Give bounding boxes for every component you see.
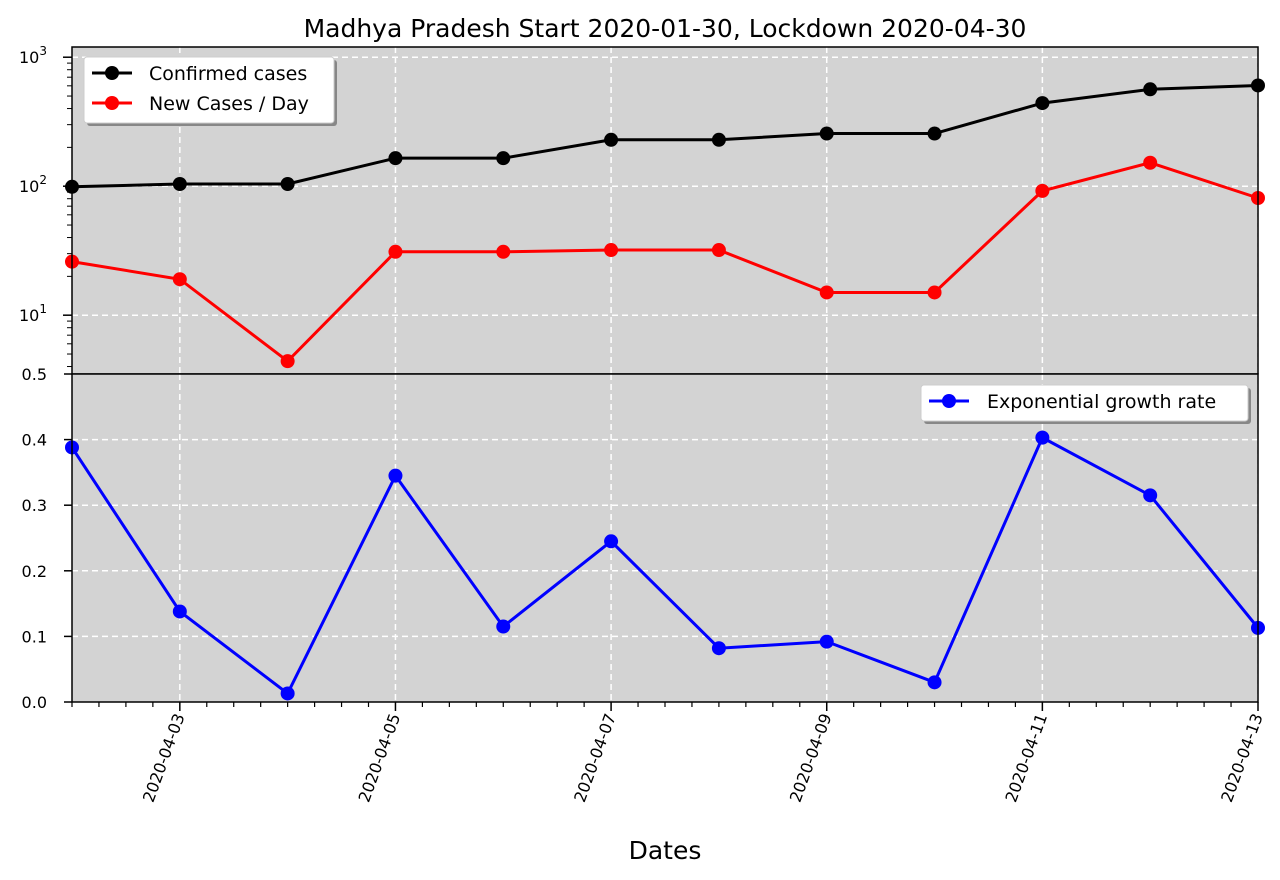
- x-tick-label: 2020-04-05: [355, 711, 405, 805]
- series-1-point: [280, 354, 295, 369]
- series-1-point: [388, 244, 403, 259]
- series-1-point: [819, 285, 834, 300]
- growth-point: [927, 675, 942, 690]
- series-line-1: [71, 161, 1259, 364]
- bottom-panel: 0.0 0.1 0.2 0.3 0.4 0.5 2020-04-03 2020-04-05 20…: [22, 365, 1267, 805]
- legend-marker-1: [105, 96, 119, 110]
- legend-box: [83, 56, 335, 124]
- top-y-tick-label: 102: [19, 173, 47, 196]
- legend-label: New Cases / Day: [149, 93, 309, 115]
- x-tick-label: 2020-04-07: [570, 711, 620, 805]
- x-tick-label: 2020-04-11: [1001, 711, 1051, 805]
- series-line-0: [71, 83, 1259, 189]
- series-0-point: [496, 151, 511, 166]
- legend-box: [920, 384, 1249, 422]
- series-1-point: [1035, 183, 1050, 198]
- bottom-y-tick-label: 0.2: [22, 562, 47, 581]
- series-0-point: [604, 132, 619, 147]
- growth-point: [496, 619, 511, 634]
- legend-marker-0: [105, 66, 119, 80]
- bottom-y-tick-label: 0.0: [22, 693, 47, 712]
- bottom-y-tick-label: 0.4: [22, 431, 47, 450]
- bottom-frame: [71, 373, 1259, 703]
- x-tick-label: 2020-04-13: [1217, 711, 1267, 805]
- top-y-tick-label: 103: [19, 44, 47, 67]
- growth-line: [70, 435, 1260, 696]
- bottom-plot-area: [72, 374, 1258, 702]
- bottom-y-tick-label: 0.5: [22, 365, 47, 384]
- growth-point: [172, 604, 187, 619]
- series-1-point: [172, 272, 187, 287]
- legend-label: Confirmed cases: [149, 63, 307, 85]
- growth-point: [819, 634, 834, 649]
- top-legend: Confirmed cases New Cases / Day: [83, 56, 337, 126]
- growth-point: [388, 468, 403, 483]
- legend-label: Exponential growth rate: [987, 391, 1216, 413]
- growth-point: [280, 686, 295, 701]
- series-1-point: [604, 243, 619, 258]
- top-panel: 101 102 103 Confirmed cases New Cases / Day: [19, 44, 1265, 375]
- series-1-point: [1143, 155, 1158, 170]
- series-0-point: [172, 177, 187, 192]
- growth-point: [604, 534, 619, 549]
- legend-marker: [942, 394, 956, 408]
- series-1-point: [927, 285, 942, 300]
- series-0-point: [927, 126, 942, 141]
- bottom-legend: Exponential growth rate: [920, 384, 1251, 424]
- series-0-point: [1035, 96, 1050, 111]
- bottom-y-tick-label: 0.3: [22, 496, 47, 515]
- chart-title: Madhya Pradesh Start 2020-01-30, Lockdow…: [304, 14, 1027, 43]
- series-1-point: [496, 244, 511, 259]
- bottom-y-tick-label: 0.1: [22, 627, 47, 646]
- top-y-tick-label: 101: [19, 302, 47, 325]
- growth-point: [1143, 488, 1158, 503]
- series-0-point: [388, 151, 403, 166]
- series-1-point: [711, 243, 726, 258]
- series-0-point: [280, 177, 295, 192]
- x-tick-label: 2020-04-03: [139, 711, 189, 805]
- series-0-point: [819, 126, 834, 141]
- x-tick-label: 2020-04-09: [786, 711, 836, 805]
- series-0-point: [1143, 82, 1158, 97]
- series-0-point: [711, 132, 726, 147]
- growth-point: [1035, 430, 1050, 445]
- growth-point: [711, 641, 726, 656]
- x-axis-label: Dates: [629, 836, 702, 865]
